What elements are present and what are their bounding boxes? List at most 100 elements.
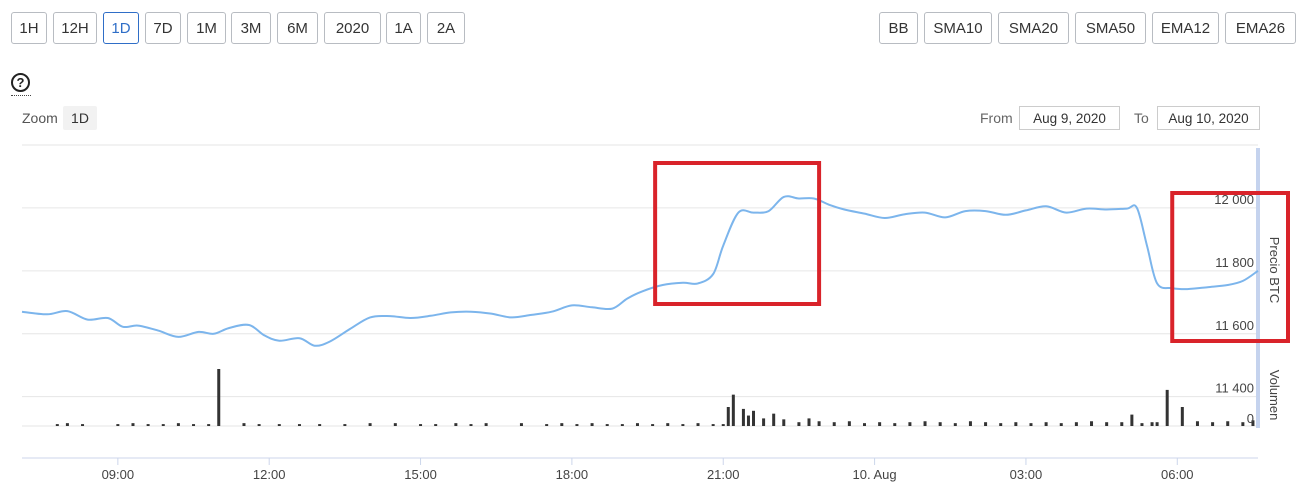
btn-period-2a[interactable]: 2A [427, 12, 465, 44]
volume-bar [923, 421, 927, 426]
highlight-box [653, 161, 822, 306]
volume-bar [938, 422, 942, 426]
volume-bar [55, 424, 59, 426]
btn-period-1d[interactable]: 1D [103, 12, 139, 44]
y-tick-label: 12 000 [1214, 192, 1254, 207]
volume-bar [257, 424, 261, 426]
volume-bar [469, 424, 473, 426]
volume-bar [782, 419, 786, 426]
volume-bar [1165, 389, 1169, 426]
volume-bar [1226, 421, 1230, 426]
volume-bar [1211, 422, 1215, 426]
zoom-label: Zoom [22, 110, 58, 126]
btn-indicator-sma50[interactable]: SMA50 [1075, 12, 1146, 44]
volume-bar [752, 410, 756, 426]
volume-bar [575, 424, 579, 426]
price-series-line [21, 195, 1259, 347]
btn-indicator-bb[interactable]: BB [879, 12, 918, 44]
zoom-1d-button[interactable]: 1D [63, 106, 97, 130]
btn-period-1a[interactable]: 1A [386, 12, 421, 44]
volume-bar [847, 421, 851, 426]
volume-bar [1059, 423, 1063, 426]
volume-bar [666, 423, 670, 426]
btn-indicator-sma20[interactable]: SMA20 [998, 12, 1069, 44]
range-from-input[interactable]: Aug 9, 2020 [1019, 106, 1120, 130]
y-tick-label: 11 800 [1215, 255, 1254, 270]
btn-period-1h[interactable]: 1H [11, 12, 47, 44]
volume-bar [1074, 422, 1078, 426]
volume-bar [762, 418, 766, 426]
volume-tick-label: 0 [1247, 411, 1254, 426]
volume-bar [620, 424, 624, 426]
volume-bar [81, 424, 85, 426]
volume-bar [217, 369, 221, 426]
volume-bar [146, 424, 150, 426]
volume-bar [192, 424, 196, 426]
volume-bar [1014, 422, 1018, 426]
volume-bar [116, 424, 120, 426]
volume-bar [1105, 422, 1109, 426]
volume-bar [605, 424, 609, 426]
volume-bar [807, 418, 811, 426]
x-tick-label: 18:00 [556, 467, 589, 482]
x-tick-label: 06:00 [1161, 467, 1194, 482]
btn-indicator-sma10[interactable]: SMA10 [924, 12, 992, 44]
range-to-input[interactable]: Aug 10, 2020 [1157, 106, 1260, 130]
volume-bar [635, 423, 639, 426]
volume-bar [1150, 422, 1154, 426]
btn-indicator-ema12[interactable]: EMA12 [1152, 12, 1219, 44]
volume-bar [590, 423, 594, 426]
volume-bar [731, 394, 735, 426]
volume-bar [984, 422, 988, 426]
volume-bar [297, 424, 301, 426]
y-axis-title: Precio BTC [1267, 237, 1282, 303]
volume-bar [560, 423, 564, 426]
volume-bar [545, 424, 549, 426]
btn-period-6m[interactable]: 6M [277, 12, 318, 44]
volume-bar [1241, 422, 1245, 426]
volume-bar [207, 424, 211, 426]
volume-bar [65, 423, 69, 426]
btn-period-3m[interactable]: 3M [231, 12, 271, 44]
volume-bar [1130, 414, 1134, 426]
x-tick-label: 09:00 [102, 467, 135, 482]
volume-bar [726, 407, 730, 426]
volume-bar [1251, 420, 1255, 426]
volume-bar [772, 413, 776, 426]
btn-period-7d[interactable]: 7D [145, 12, 181, 44]
volume-bar [419, 424, 423, 426]
volume-bar [999, 423, 1003, 426]
btn-period-12h[interactable]: 12H [53, 12, 97, 44]
volume-bar [1140, 423, 1144, 426]
volume-bar [131, 423, 135, 426]
volume-bar [711, 424, 715, 426]
x-tick-label: 03:00 [1010, 467, 1043, 482]
volume-axis-title: Volumen [1267, 370, 1282, 421]
volume-bar [953, 423, 957, 426]
volume-bar [484, 423, 488, 426]
volume-bar [343, 424, 347, 426]
volume-bar [318, 424, 322, 426]
volume-bar [696, 423, 700, 426]
volume-bar [681, 424, 685, 426]
volume-bar [1090, 421, 1094, 426]
volume-bar [862, 423, 866, 426]
btn-period-1m[interactable]: 1M [187, 12, 226, 44]
question-circle-icon[interactable]: ? [11, 73, 30, 92]
range-from-label: From [980, 110, 1013, 126]
btn-indicator-ema26[interactable]: EMA26 [1225, 12, 1296, 44]
x-tick-label: 15:00 [404, 467, 437, 482]
volume-bar [454, 423, 458, 426]
volume-bar [368, 423, 372, 426]
volume-bar [242, 423, 246, 426]
x-tick-label: 10. Aug [853, 467, 897, 482]
btn-period-2020[interactable]: 2020 [324, 12, 381, 44]
volume-bar [519, 423, 523, 426]
volume-bar [1120, 422, 1124, 426]
volume-bar [434, 424, 438, 426]
volume-bar [878, 422, 882, 426]
volume-bar [893, 423, 897, 426]
volume-bar [721, 424, 725, 426]
range-to-label: To [1134, 110, 1149, 126]
